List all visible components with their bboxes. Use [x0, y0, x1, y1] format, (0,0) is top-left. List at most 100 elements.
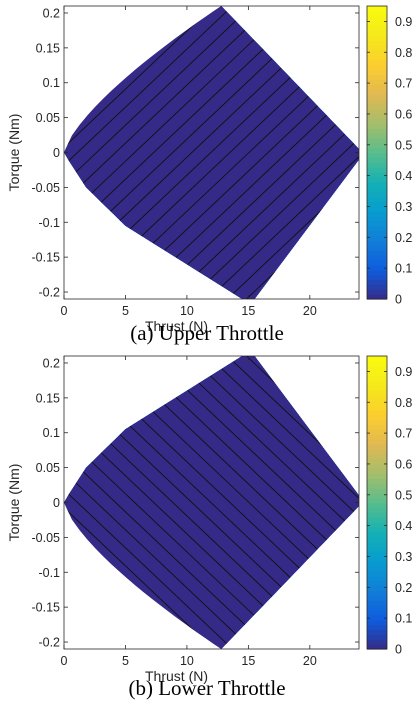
colorbar-segment	[367, 176, 387, 183]
colorbar-segment	[367, 181, 387, 188]
colorbar-tick-label: 0.1	[395, 612, 412, 626]
colorbar-tick-label: 0.1	[395, 262, 412, 276]
y-tick-label: 0.1	[43, 76, 60, 90]
contour-band	[64, 6, 359, 299]
colorbar-segment	[367, 255, 387, 261]
y-tick-label: 0.15	[36, 41, 60, 55]
colorbar-segment	[367, 64, 387, 71]
colorbar-segment	[367, 98, 387, 105]
colorbar-segment	[367, 162, 387, 168]
colorbar-segment	[367, 118, 387, 124]
colorbar-segment	[367, 211, 387, 217]
colorbar-segment	[367, 235, 387, 241]
colorbar-segment	[367, 385, 387, 391]
colorbar-segment	[367, 230, 387, 237]
colorbar-segment	[367, 279, 387, 285]
colorbar-segment	[367, 370, 387, 377]
x-tick-label: 5	[122, 654, 129, 668]
colorbar-segment	[367, 570, 387, 577]
y-tick-label: -0.15	[32, 251, 61, 265]
colorbar-segment	[367, 147, 387, 154]
x-tick-label: 0	[61, 304, 68, 318]
colorbar-segment	[367, 360, 387, 367]
colorbar-segment	[367, 93, 387, 100]
y-axis-label: Torque (Nm)	[6, 114, 22, 192]
colorbar-tick-label: 0.2	[395, 581, 412, 595]
colorbar-segment	[367, 196, 387, 202]
contour-plot-lower: 0 5 10 15 20 0.2 0.15 0.1 0.05 0 -0.05 -0.1 -0.15 -0.…	[6, 355, 412, 700]
contour-line	[179, 356, 359, 649]
colorbar-segment	[367, 206, 387, 212]
colorbar-segment	[367, 284, 387, 290]
colorbar-segment	[367, 191, 387, 198]
colorbar-tick-label: 0.3	[395, 200, 412, 214]
colorbar-tick-label: 0.4	[395, 519, 412, 533]
colorbar-tick-label: 0.6	[395, 107, 412, 121]
colorbar-segment	[367, 600, 387, 606]
colorbar-segment	[367, 595, 387, 601]
colorbar-segment	[367, 25, 387, 32]
colorbar-segment	[367, 590, 387, 596]
colorbar-segment	[367, 152, 387, 158]
colorbar-segment	[367, 556, 387, 562]
colorbar-tick-label: 0.9	[395, 15, 412, 29]
colorbar-segment	[367, 429, 387, 435]
colorbar-segment	[367, 20, 387, 27]
colorbar-segment	[367, 172, 387, 178]
colorbar-segment	[367, 103, 387, 110]
colorbar-segment	[367, 409, 387, 416]
colorbar-segment	[367, 250, 387, 256]
colorbar-segment	[367, 580, 387, 587]
colorbar-segment	[367, 89, 387, 95]
contour-plot-upper: 0 5 10 15 20 0.2 0.15 0.1 0.05 0 -0.05 -0.1 -0.15 -0.…	[6, 5, 412, 345]
colorbar-segment	[367, 473, 387, 479]
y-tick-label: -0.1	[38, 216, 60, 230]
colorbar-segment	[367, 74, 387, 80]
colorbar-segment	[367, 30, 387, 36]
contour-line	[160, 6, 359, 299]
contour-line	[64, 356, 300, 649]
colorbar-segment	[367, 502, 387, 508]
colorbar-segment	[367, 167, 387, 173]
colorbar-tick-label: 0.5	[395, 138, 412, 152]
colorbar-tick-label: 0.8	[395, 396, 412, 410]
colorbar-segment	[367, 108, 387, 115]
colorbar-segment	[367, 541, 387, 548]
colorbar-segment	[367, 79, 387, 85]
colorbar-segment	[367, 453, 387, 460]
colorbar-segment	[367, 507, 387, 513]
x-tick-label: 20	[303, 304, 317, 318]
colorbar-segment	[367, 274, 387, 281]
colorbar-segment	[367, 201, 387, 207]
colorbar-segment	[367, 157, 387, 163]
colorbar-segment	[367, 375, 387, 382]
colorbar-tick-label: 0.4	[395, 169, 412, 183]
colorbar-segment	[367, 215, 387, 222]
colorbar-segment	[367, 390, 387, 396]
colorbar-tick-label: 0.9	[395, 365, 412, 379]
colorbar-segment	[367, 245, 387, 251]
y-tick-label: -0.1	[38, 566, 60, 580]
colorbar-segment	[367, 137, 387, 144]
contour-bands	[64, 356, 359, 649]
x-tick-label: 10	[180, 654, 194, 668]
colorbar-segment	[367, 6, 387, 12]
colorbar-segment	[367, 619, 387, 626]
colorbar-segment	[367, 395, 387, 401]
y-tick-label: 0	[53, 146, 60, 160]
colorbar-segment	[367, 575, 387, 582]
y-axis-label: Torque (Nm)	[6, 464, 22, 542]
colorbar-segment	[367, 356, 387, 362]
colorbar-tick-label: 0.5	[395, 488, 412, 502]
colorbar-segment	[367, 424, 387, 430]
colorbar-segment	[367, 644, 387, 650]
colorbar-segment	[367, 240, 387, 246]
y-tick-label: -0.15	[32, 601, 61, 615]
y-tick-label: 0.2	[43, 6, 60, 20]
colorbar-tick-label: 0	[395, 643, 402, 657]
colorbar-segment	[367, 49, 387, 56]
colorbar-segment	[367, 59, 387, 66]
colorbar-segment	[367, 487, 387, 494]
colorbar-segment	[367, 35, 387, 41]
colorbar-segment	[367, 434, 387, 440]
